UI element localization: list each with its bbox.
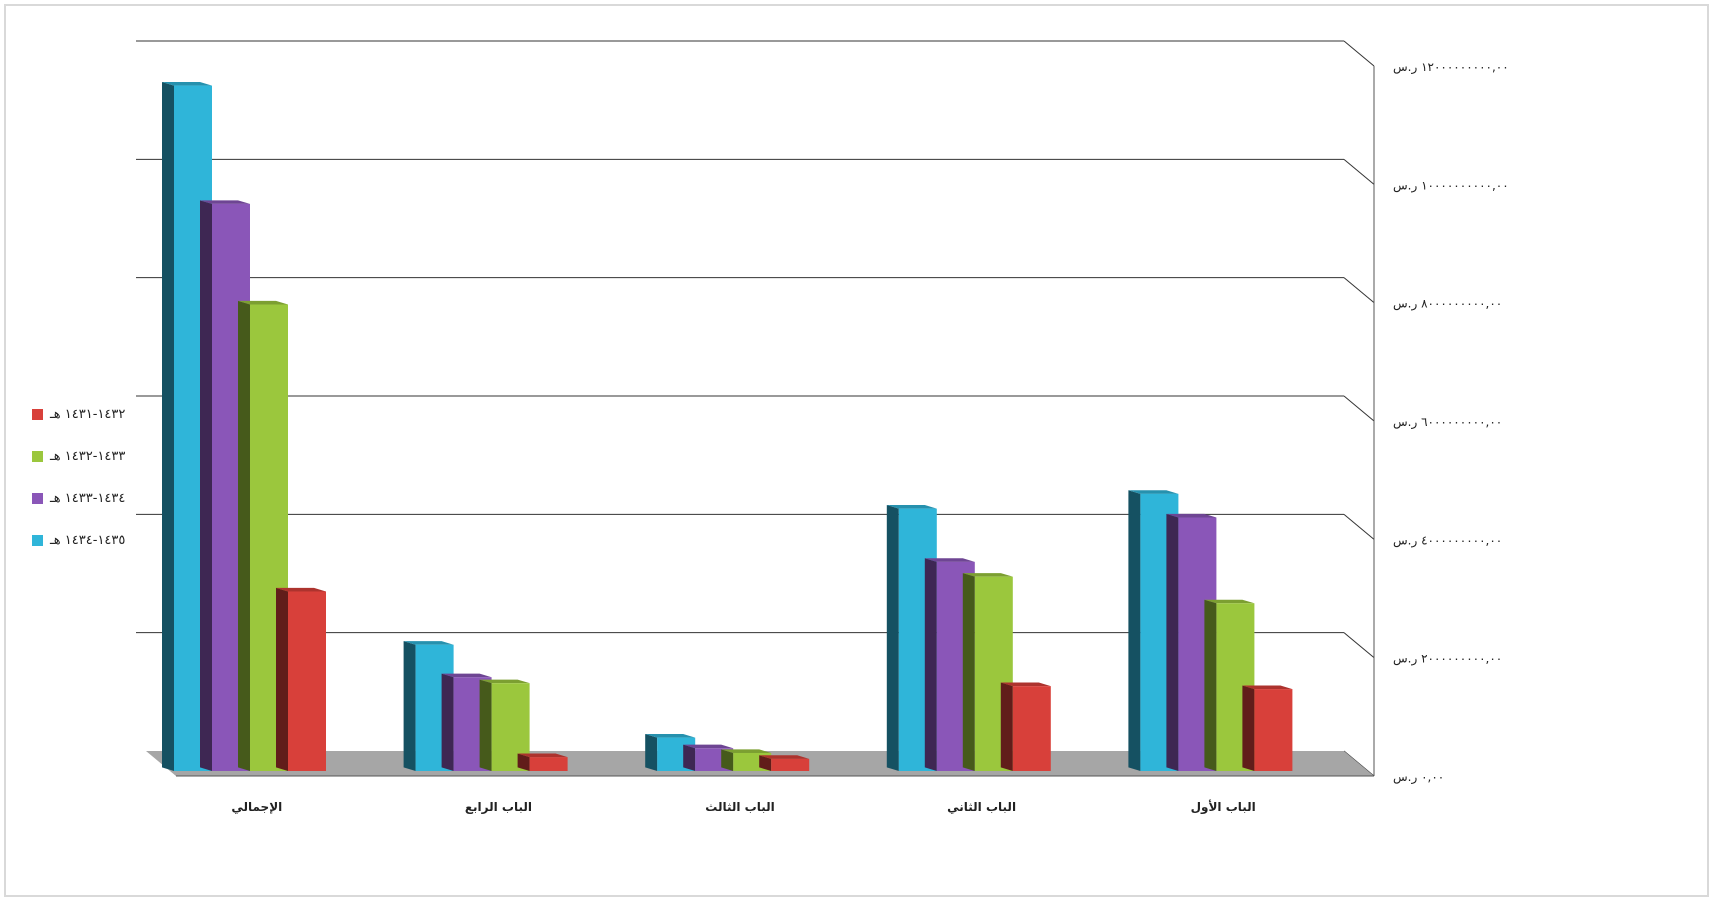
bar-side [683, 745, 695, 771]
legend-item: ١٤٣٤-١٤٣٣ هـ [32, 488, 125, 508]
y-tick-label: ١٢٠٠٠٠٠٠٠٠٠,٠٠ ر.س [1393, 60, 1509, 75]
legend-label: ١٤٣٤-١٤٣٣ هـ [50, 491, 125, 506]
gridline-slant [1344, 159, 1374, 184]
x-axis-labels: الباب الأول الباب الثاني الباب الثالث الباب… [231, 799, 1255, 815]
bar-side [1166, 514, 1178, 771]
gridline-slant [1344, 633, 1374, 658]
legend-swatch [32, 451, 43, 462]
y-tick-label: ٦٠٠٠٠٠٠٠٠٠,٠٠ ر.س [1393, 415, 1502, 430]
bar [771, 759, 809, 771]
y-tick-label: ٨٠٠٠٠٠٠٠٠٠,٠٠ ر.س [1393, 297, 1502, 312]
legend-label: ١٤٣٣-١٤٣٢ هـ [50, 449, 125, 464]
legend-swatch [32, 535, 43, 546]
y-tick-label: ٠,٠٠ ر.س [1393, 770, 1444, 785]
bar-side [1001, 683, 1013, 771]
y-tick-label: ٤٠٠٠٠٠٠٠٠٠,٠٠ ر.س [1393, 533, 1502, 548]
legend-swatch [32, 493, 43, 504]
x-tick-label: الباب الرابع [465, 800, 532, 814]
legend-item: ١٤٣٣-١٤٣٢ هـ [32, 446, 125, 466]
bar-side [925, 558, 937, 771]
gridline-slant [1344, 396, 1374, 421]
chart-frame: ٠,٠٠ ر.س ٢٠٠٠٠٠٠٠٠٠,٠٠ ر.س ٤٠٠٠٠٠٠٠٠٠,٠٠ ر… [4, 4, 1709, 897]
legend-label: ١٤٣٢-١٤٣١ هـ [50, 407, 125, 422]
legend-label: ١٤٣٥-١٤٣٤ هـ [50, 533, 125, 548]
legend-item: ١٤٣٥-١٤٣٤ هـ [32, 530, 125, 550]
bar-side [200, 200, 212, 771]
legend-swatch [32, 409, 43, 420]
bar-side [162, 82, 174, 771]
bar-side [721, 749, 733, 771]
bar-side [238, 301, 250, 771]
bar-side [963, 573, 975, 771]
bar-side [1128, 490, 1140, 771]
gridline-slant [1344, 278, 1374, 303]
bar [1013, 686, 1051, 771]
legend: ١٤٣٢-١٤٣١ هـ ١٤٣٣-١٤٣٢ هـ ١٤٣٤-١٤٣٣ هـ ١… [32, 404, 125, 572]
bar-side [276, 588, 288, 771]
x-tick-label: الباب الثاني [947, 800, 1016, 814]
bars [162, 82, 1292, 771]
legend-item: ١٤٣٢-١٤٣١ هـ [32, 404, 125, 424]
bar-side [645, 734, 657, 771]
bar-side [404, 641, 416, 771]
bar-chart: ٠,٠٠ ر.س ٢٠٠٠٠٠٠٠٠٠,٠٠ ر.س ٤٠٠٠٠٠٠٠٠٠,٠٠ ر… [6, 6, 1711, 899]
bar [530, 757, 568, 771]
bar-side [1204, 600, 1216, 771]
gridline-slant [1344, 41, 1374, 66]
y-axis-labels: ٠,٠٠ ر.س ٢٠٠٠٠٠٠٠٠٠,٠٠ ر.س ٤٠٠٠٠٠٠٠٠٠,٠٠ ر… [1393, 60, 1509, 785]
x-tick-label: الباب الثالث [705, 800, 775, 814]
x-tick-label: الإجمالي [231, 800, 282, 814]
bar-side [887, 505, 899, 771]
gridline-slant [1344, 514, 1374, 539]
x-tick-label: الباب الأول [1191, 799, 1256, 815]
bar-side [480, 680, 492, 771]
bar [288, 591, 326, 771]
bar-side [1242, 685, 1254, 771]
bar-side [442, 674, 454, 771]
y-tick-label: ٢٠٠٠٠٠٠٠٠٠,٠٠ ر.س [1393, 652, 1502, 667]
y-tick-label: ١٠٠٠٠٠٠٠٠٠٠,٠٠ ر.س [1393, 178, 1509, 193]
bar [1254, 689, 1292, 771]
